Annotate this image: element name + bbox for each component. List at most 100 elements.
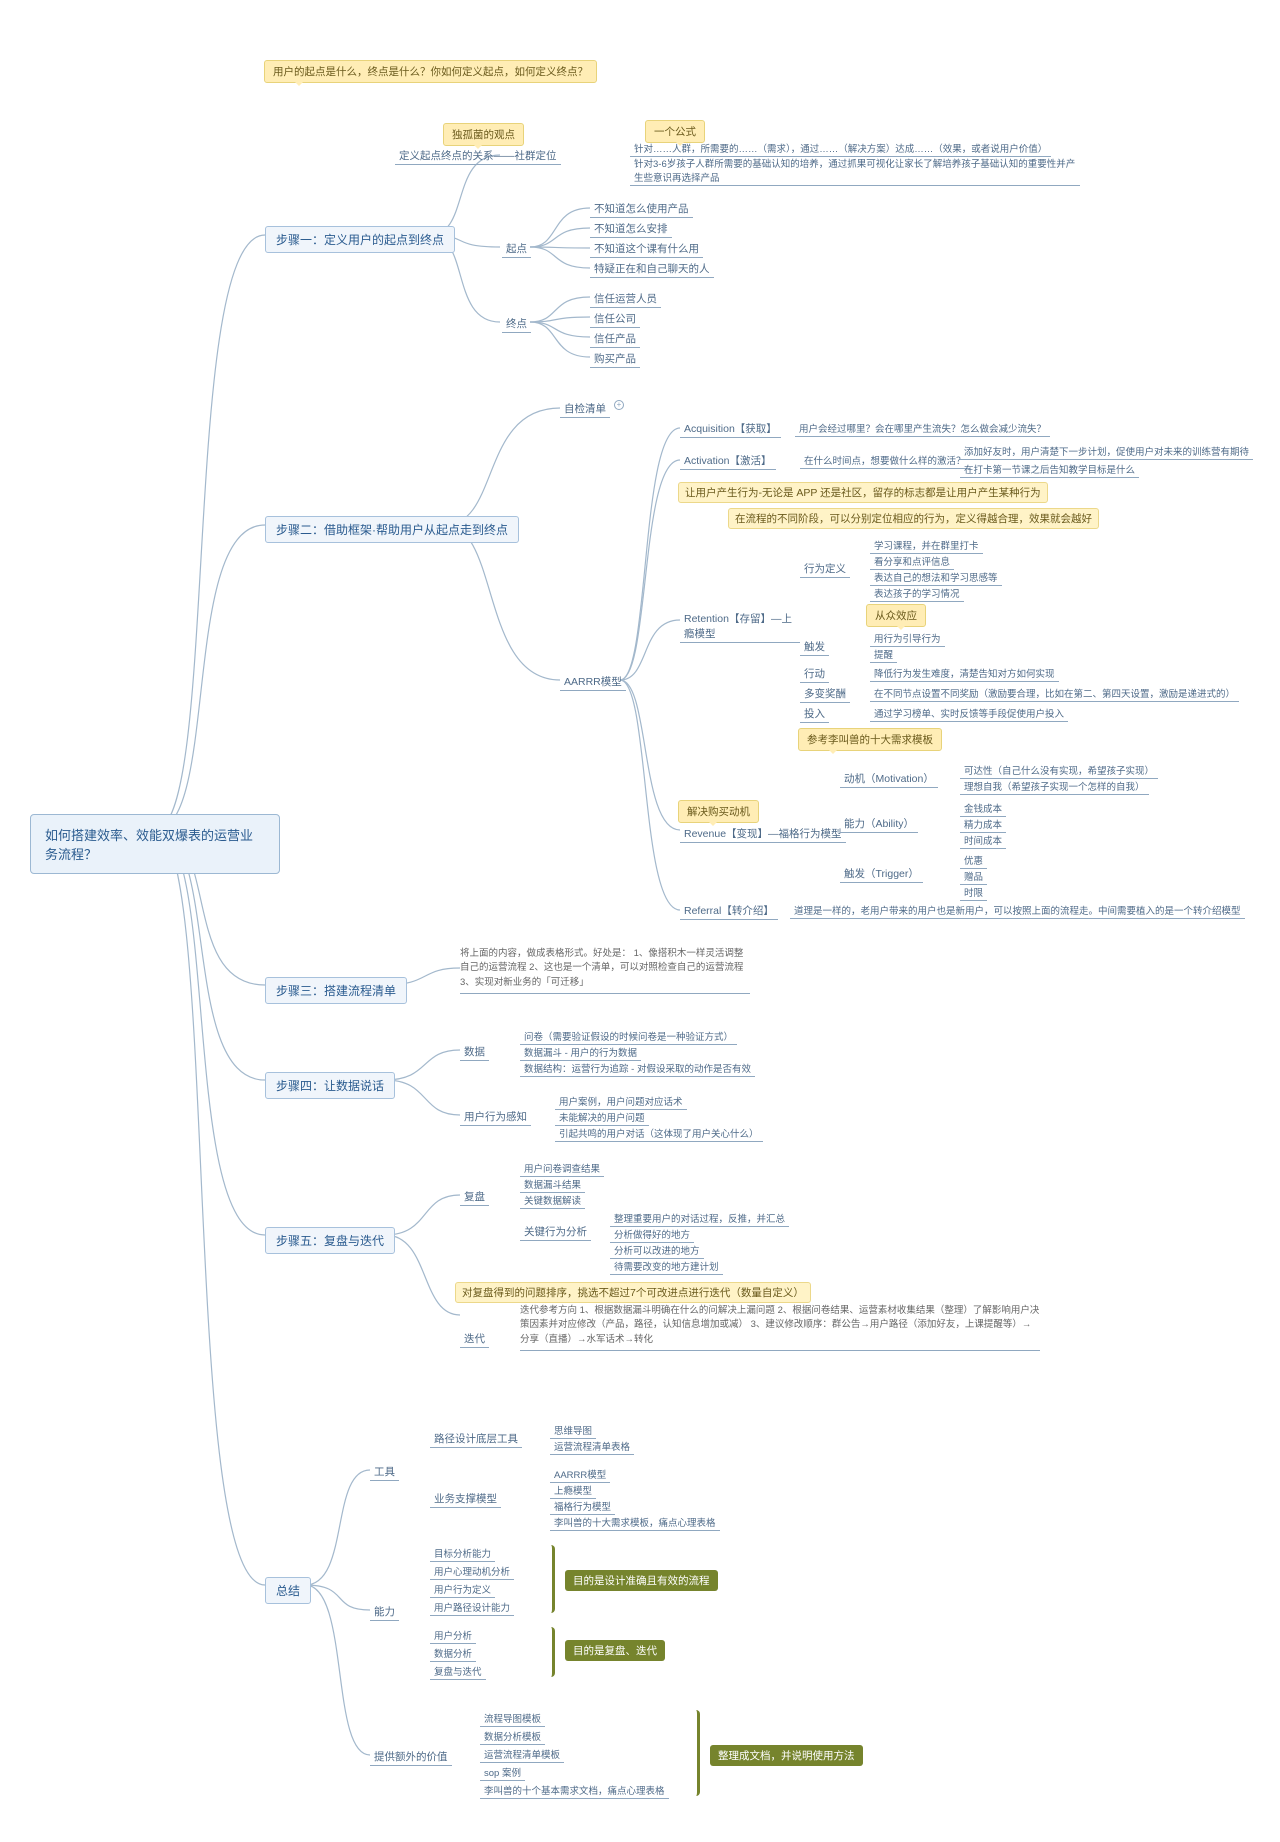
ret-t1: 提醒 xyxy=(870,646,897,663)
step4-feel: 用户行为感知 xyxy=(460,1108,531,1126)
step3-text: 将上面的内容，做成表格形式。好处是： 1、像搭积木一样灵活调整自己的运营流程 2… xyxy=(460,947,750,994)
sum-e3: sop 案例 xyxy=(480,1764,525,1781)
callout-unique-view: 独孤菌的观点 xyxy=(443,123,524,146)
sum-abil: 能力 xyxy=(370,1603,399,1621)
sum-tool2: 业务支撑模型 xyxy=(430,1490,501,1508)
ret-action: 行动 xyxy=(800,665,829,683)
sum-tool1: 路径设计底层工具 xyxy=(430,1430,522,1448)
step1-sub1-item1: 针对3-6岁孩子人群所需要的基础认知的培养，通过抓果可视化让家长了解培养孩子基础… xyxy=(630,155,1080,186)
rev-trig: 触发（Trigger） xyxy=(840,865,923,883)
sum-a1: 用户心理动机分析 xyxy=(430,1563,514,1580)
rev-a1: 精力成本 xyxy=(960,816,1006,833)
sum-e4: 李叫兽的十个基本需求文档，痛点心理表格 xyxy=(480,1782,669,1799)
step1-start0: 不知道怎么使用产品 xyxy=(590,200,693,218)
sum-e1: 数据分析模板 xyxy=(480,1728,545,1745)
rev-a2: 时间成本 xyxy=(960,832,1006,849)
sum-t20: AARRR模型 xyxy=(550,1466,610,1483)
step5-r2: 关键数据解读 xyxy=(520,1192,585,1209)
ret-highlight2: 在流程的不同阶段，可以分别定位相应的行为，定义得越合理，效果就会越好 xyxy=(728,508,1099,529)
ref-text: 道理是一样的，老用户带来的用户也是新用户，可以按照上面的流程走。中间需要植入的是… xyxy=(790,902,1245,919)
sum-t10: 思维导图 xyxy=(550,1422,596,1439)
step4-f1: 未能解决的用户问题 xyxy=(555,1109,649,1126)
act-label: Activation【激活】 xyxy=(680,452,776,470)
step4-data: 数据 xyxy=(460,1043,489,1061)
step5-r1: 数据漏斗结果 xyxy=(520,1176,585,1193)
abil-tag2: 目的是复盘、迭代 xyxy=(565,1640,665,1661)
step4-d1: 数据漏斗 - 用户的行为数据 xyxy=(520,1044,641,1061)
extra-tag: 整理成文档，并说明使用方法 xyxy=(710,1745,863,1766)
sum-e0: 流程导图模板 xyxy=(480,1710,545,1727)
ret-b3: 表达孩子的学习情况 xyxy=(870,585,964,602)
ret-b2: 表达自己的想法和学习思感等 xyxy=(870,569,1002,586)
crowd-callout: 从众效应 xyxy=(866,604,926,627)
step5-k1: 分析做得好的地方 xyxy=(610,1226,694,1243)
step1-end2: 信任产品 xyxy=(590,330,640,348)
sum-extra: 提供额外的价值 xyxy=(370,1748,452,1766)
step1-title: 步骤一：定义用户的起点到终点 xyxy=(265,226,455,253)
step5-iter: 迭代 xyxy=(460,1330,489,1348)
step5-k0: 整理重要用户的对话过程，反推，并汇总 xyxy=(610,1210,789,1227)
expand-icon[interactable]: + xyxy=(614,400,624,410)
act-item1: 在打卡第一节课之后告知教学目标是什么 xyxy=(960,461,1139,478)
step3-title: 步骤三：搭建流程清单 xyxy=(265,977,407,1004)
step1-sub1: 定义起点终点的关系——社群定位 xyxy=(395,147,561,165)
sum-a2: 用户行为定义 xyxy=(430,1581,495,1598)
act-text: 在什么时间点，想要做什么样的激活？ xyxy=(800,452,970,469)
rev-t2: 时限 xyxy=(960,884,987,901)
bracket1 xyxy=(545,1545,555,1613)
ret-multi: 多变奖酬 xyxy=(800,685,850,703)
bracket3 xyxy=(690,1710,700,1796)
step4-d0: 问卷（需要验证假设的时候问卷是一种验证方式） xyxy=(520,1028,737,1045)
acq-text: 用户会经过哪里？会在哪里产生流失？怎么做会减少流失？ xyxy=(795,420,1050,437)
callout-start-end: 用户的起点是什么，终点是什么？你如何定义起点，如何定义终点？ xyxy=(264,60,597,83)
rev-t1: 赠品 xyxy=(960,868,987,885)
sum-t11: 运营流程清单表格 xyxy=(550,1438,634,1455)
step2-model: AARRR模型 xyxy=(560,673,626,691)
step4-f0: 用户案例，用户问题对应话术 xyxy=(555,1093,687,1110)
step2-title: 步骤二：借助框架·帮助用户从起点走到终点 xyxy=(265,516,519,543)
rev-m0: 可达性（自己什么没有实现，希望孩子实现） xyxy=(960,762,1158,779)
ret-b0: 学习课程，并在群里打卡 xyxy=(870,537,983,554)
root-node: 如何搭建效率、效能双爆表的运营业务流程？ xyxy=(30,814,280,874)
ret-t0: 用行为引导行为 xyxy=(870,630,945,647)
step4-f2: 引起共鸣的用户对话（这体现了用户关心什么） xyxy=(555,1125,763,1142)
ret-b1: 看分享和点评信息 xyxy=(870,553,954,570)
sum-e2: 运营流程清单模板 xyxy=(480,1746,564,1763)
rev-abil: 能力（Ability） xyxy=(840,815,918,833)
rev-moti: 动机（Motivation） xyxy=(840,770,938,788)
sum-t22: 福格行为模型 xyxy=(550,1498,615,1515)
sum-t23: 李叫兽的十大需求模板，痛点心理表格 xyxy=(550,1514,720,1531)
step5-k2: 分析可以改进的地方 xyxy=(610,1242,704,1259)
step1-start2: 不知道这个课有什么用 xyxy=(590,240,703,258)
act-item0: 添加好友时，用户清楚下一步计划，促使用户对未来的训练营有期待 xyxy=(960,443,1253,460)
buy-hint: 解决购买动机 xyxy=(678,800,759,823)
rev-m1: 理想自我（希望孩子实现一个怎样的自我） xyxy=(960,778,1149,795)
rev-t0: 优惠 xyxy=(960,852,987,869)
step5-iter-text: 迭代参考方向 1、根据数据漏斗明确在什么的问解决上漏问题 2、根据问卷结果、运营… xyxy=(520,1304,1040,1351)
step2-selfcheck: 自检清单 xyxy=(560,400,610,418)
ref-label: Referral【转介绍】 xyxy=(680,902,778,920)
step1-start3: 特疑正在和自己聊天的人 xyxy=(590,260,714,278)
ret-invest: 投入 xyxy=(800,705,829,723)
sum-a6: 复盘与迭代 xyxy=(430,1663,486,1680)
tmpl-hint: 参考李叫兽的十大需求模板 xyxy=(798,728,942,751)
sum-a0: 目标分析能力 xyxy=(430,1545,495,1562)
ret-behav: 行为定义 xyxy=(800,560,850,578)
ret-multi-text: 在不同节点设置不同奖励（激励要合理，比如在第二、第四天设置，激励是递进式的） xyxy=(870,685,1239,702)
sum-tool: 工具 xyxy=(370,1463,399,1481)
acq-label: Acquisition【获取】 xyxy=(680,420,781,438)
step5-k3: 待需要改变的地方建计划 xyxy=(610,1258,723,1275)
ret-highlight1: 让用户产生行为-无论是 APP 还是社区，留存的标志都是让用户产生某种行为 xyxy=(678,482,1048,503)
sum-a3: 用户路径设计能力 xyxy=(430,1599,514,1616)
step5-key: 关键行为分析 xyxy=(520,1223,591,1241)
step5-r0: 用户问卷调查结果 xyxy=(520,1160,604,1177)
iter-hint: 对复盘得到的问题排序，挑选不超过7个可改进点进行迭代（数量自定义） xyxy=(455,1282,811,1303)
ret-invest-text: 通过学习榜单、实时反馈等手段促使用户投入 xyxy=(870,705,1068,722)
step5-title: 步骤五：复盘与迭代 xyxy=(265,1227,395,1254)
step1-end1: 信任公司 xyxy=(590,310,640,328)
rev-a0: 金钱成本 xyxy=(960,800,1006,817)
rev-label: Revenue【变现】—福格行为模型 xyxy=(680,825,846,843)
sum-a4: 用户分析 xyxy=(430,1627,476,1644)
step1-end: 终点 xyxy=(502,315,531,333)
step1-end0: 信任运营人员 xyxy=(590,290,661,308)
